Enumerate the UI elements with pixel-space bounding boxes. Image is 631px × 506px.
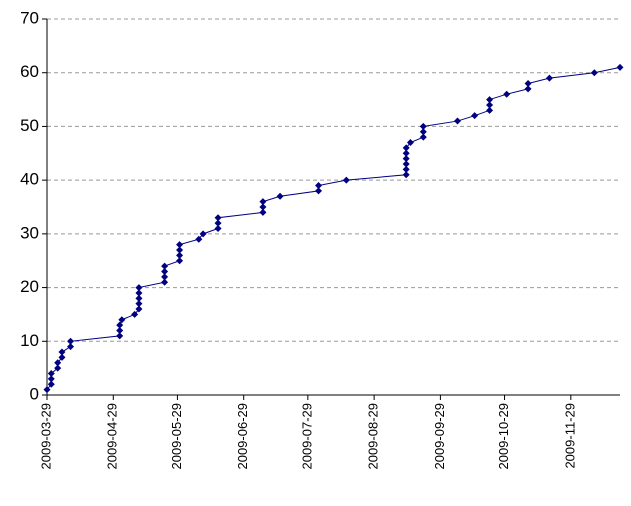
marker: [524, 79, 532, 87]
marker: [161, 267, 169, 275]
x-tick-label: 2009-06-29: [235, 403, 250, 470]
marker: [176, 257, 184, 265]
marker: [58, 348, 66, 356]
marker: [214, 224, 222, 232]
marker: [276, 192, 284, 200]
marker: [67, 343, 75, 351]
marker: [315, 182, 323, 190]
marker: [315, 187, 323, 195]
marker: [471, 112, 479, 120]
marker: [402, 165, 410, 173]
marker: [54, 359, 62, 367]
y-tick-label: 40: [20, 170, 39, 189]
x-tick-label: 2009-09-29: [432, 403, 447, 470]
x-tick-label: 2009-08-29: [366, 403, 381, 470]
x-tick-label: 2009-07-29: [299, 403, 314, 470]
y-tick-label: 20: [20, 277, 39, 296]
marker: [116, 327, 124, 335]
marker: [54, 364, 62, 372]
marker: [486, 96, 494, 104]
marker: [135, 289, 143, 297]
marker: [135, 305, 143, 313]
x-tick-label: 2009-10-29: [496, 403, 511, 470]
x-tick-label: 2009-04-29: [105, 403, 120, 470]
marker: [214, 214, 222, 222]
marker: [402, 171, 410, 179]
marker: [419, 122, 427, 130]
y-tick-label: 30: [20, 223, 39, 242]
marker: [116, 321, 124, 329]
marker: [58, 353, 66, 361]
y-tick-label: 70: [20, 8, 39, 27]
marker: [402, 160, 410, 168]
y-tick-label: 60: [20, 62, 39, 81]
marker: [524, 85, 532, 93]
y-tick-label: 10: [20, 331, 39, 350]
y-tick-label: 50: [20, 116, 39, 135]
marker: [402, 155, 410, 163]
x-tick-label: 2009-05-29: [169, 403, 184, 470]
y-tick-label: 0: [30, 384, 39, 403]
marker: [214, 219, 222, 227]
marker: [47, 370, 55, 378]
marker: [135, 300, 143, 308]
marker: [161, 273, 169, 281]
marker: [259, 208, 267, 216]
marker: [195, 235, 203, 243]
marker: [176, 241, 184, 249]
marker: [419, 128, 427, 136]
marker: [176, 246, 184, 254]
marker: [402, 149, 410, 157]
x-tick-label: 2009-03-29: [38, 403, 53, 470]
marker: [116, 332, 124, 340]
marker: [161, 262, 169, 270]
marker: [47, 380, 55, 388]
x-tick-label: 2009-11-29: [562, 403, 577, 469]
marker: [402, 144, 410, 152]
marker: [259, 198, 267, 206]
marker: [419, 133, 427, 141]
marker: [616, 63, 624, 71]
marker: [43, 386, 51, 394]
marker: [131, 310, 139, 318]
marker: [161, 278, 169, 286]
marker: [406, 139, 414, 147]
marker: [454, 117, 462, 125]
marker: [486, 106, 494, 114]
marker: [135, 284, 143, 292]
marker: [259, 203, 267, 211]
marker: [199, 230, 207, 238]
marker: [503, 90, 511, 98]
marker: [545, 74, 553, 82]
marker: [135, 294, 143, 302]
marker: [342, 176, 350, 184]
marker: [590, 69, 598, 77]
marker: [67, 337, 75, 345]
marker: [47, 375, 55, 383]
marker: [176, 251, 184, 259]
marker: [118, 316, 126, 324]
marker: [486, 101, 494, 109]
